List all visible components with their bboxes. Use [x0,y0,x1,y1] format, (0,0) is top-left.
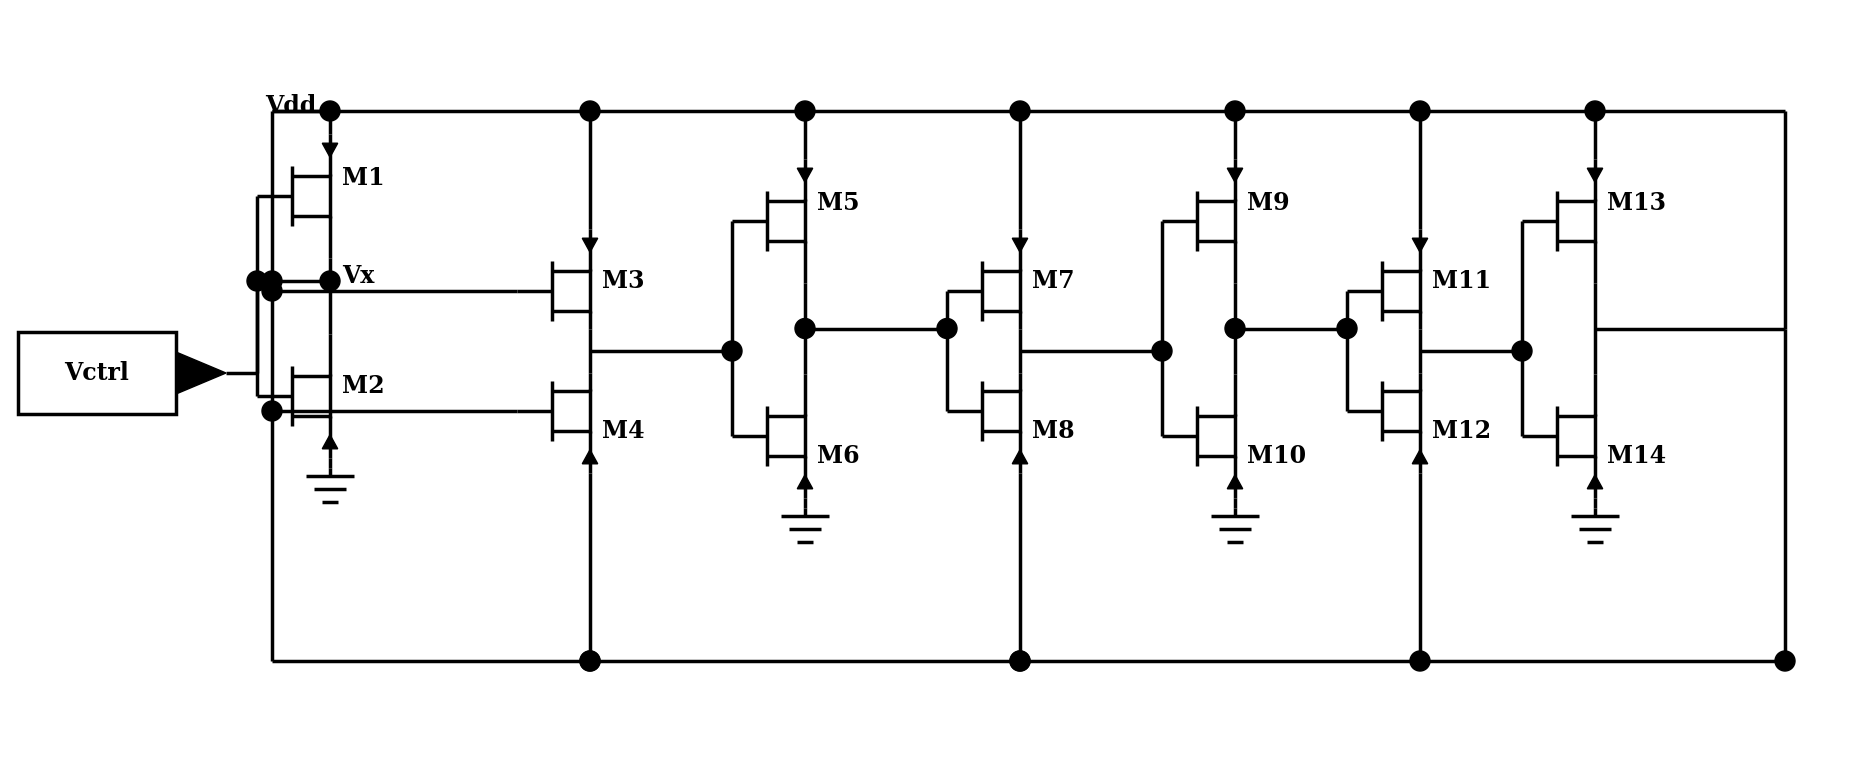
Bar [19,332,175,414]
Circle shape [321,101,339,121]
Text: M14: M14 [1607,444,1665,468]
Text: Vctrl: Vctrl [65,361,129,385]
Circle shape [721,341,742,361]
Polygon shape [322,143,337,157]
Text: M7: M7 [1031,269,1074,293]
Polygon shape [1586,169,1601,182]
Text: M10: M10 [1247,444,1305,468]
Circle shape [794,319,815,339]
Polygon shape [1012,238,1027,252]
Circle shape [580,101,600,121]
Circle shape [321,271,339,291]
Circle shape [1152,341,1171,361]
Text: M3: M3 [602,269,645,293]
Polygon shape [175,352,226,394]
Circle shape [1409,101,1430,121]
Circle shape [1409,651,1430,671]
Text: M2: M2 [341,374,384,398]
Polygon shape [1586,475,1601,489]
Polygon shape [1012,450,1027,463]
Circle shape [1225,319,1245,339]
Circle shape [1010,101,1029,121]
Text: Vdd: Vdd [265,94,317,118]
Circle shape [1512,341,1530,361]
Circle shape [261,281,281,301]
Text: M1: M1 [341,166,384,190]
Text: M12: M12 [1432,419,1491,443]
Text: M4: M4 [602,419,645,443]
Circle shape [246,271,267,291]
Polygon shape [1227,169,1241,182]
Circle shape [261,271,281,291]
Polygon shape [798,169,813,182]
Text: M13: M13 [1607,191,1665,215]
Circle shape [1584,101,1605,121]
Polygon shape [1411,238,1428,252]
Polygon shape [582,238,596,252]
Circle shape [936,319,956,339]
Circle shape [1336,319,1357,339]
Polygon shape [798,475,813,489]
Circle shape [580,651,600,671]
Text: M8: M8 [1031,419,1074,443]
Polygon shape [1411,450,1428,463]
Text: M5: M5 [816,191,859,215]
Polygon shape [322,435,337,449]
Circle shape [1010,651,1029,671]
Text: M9: M9 [1247,191,1288,215]
Circle shape [580,651,600,671]
Text: M11: M11 [1432,269,1491,293]
Text: M6: M6 [816,444,859,468]
Text: Vx: Vx [341,264,375,288]
Polygon shape [582,450,596,463]
Circle shape [1775,651,1793,671]
Circle shape [261,401,281,421]
Circle shape [1225,101,1245,121]
Polygon shape [1227,475,1241,489]
Circle shape [794,101,815,121]
Circle shape [1010,651,1029,671]
